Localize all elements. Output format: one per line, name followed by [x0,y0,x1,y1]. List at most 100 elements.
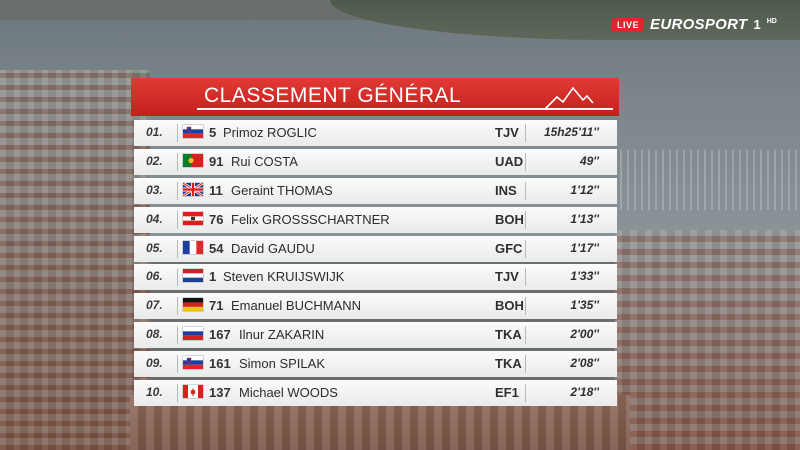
gap-time: 1'12'' [570,182,599,197]
divider [177,384,178,403]
divider [177,124,178,142]
bib-number: 54 [209,240,224,256]
rider-name: Rui COSTA [231,153,298,169]
team-code: UAD [495,153,524,169]
flag-icon-pt [183,153,203,167]
rider-name: Felix GROSSSCHARTNER [231,211,390,227]
team-code: INS [495,182,517,198]
divider [177,297,178,316]
standings-list: 01. 5 Primoz ROGLIC TJV 15h25'11'' 02. 91 Rui C… [134,120,617,409]
divider [525,355,526,374]
divider [177,268,178,287]
mountain-icon [544,86,594,110]
flag-icon-fr [183,240,203,254]
divider [177,239,178,258]
rider-name: Ilnur ZAKARIN [239,327,325,343]
bib-number: 167 [209,327,231,343]
rank: 03. [146,182,163,197]
divider [177,181,178,200]
rank: 10. [146,385,163,400]
bib-number: 5 [209,125,217,140]
divider [177,152,178,171]
city-right [615,230,800,450]
rider-name: Primoz ROGLIC [223,125,317,140]
rider-name: David GAUDU [231,240,315,256]
gap-time: 2'18'' [570,385,599,400]
standings-row: 09. 161 Simon SPILAK TKA 2'08'' [134,351,617,378]
rider-name: Emanuel BUCHMANN [231,298,362,314]
divider [525,124,526,142]
gap-time: 1'35'' [570,298,599,313]
standings-row: 10. 137 Michael WOODS EF1 2'18'' [134,380,617,407]
rank: 02. [146,153,163,168]
bib-number: 137 [209,385,231,401]
team-code: BOH [495,298,524,314]
bib-number: 71 [209,298,224,314]
standings-row: 08. 167 Ilnur ZAKARIN TKA 2'00'' [134,322,617,349]
live-badge: LIVE [612,17,645,32]
rank: 06. [146,269,163,284]
divider [177,355,178,374]
gap-time: 1'17'' [570,240,599,255]
rider-name: Simon SPILAK [239,356,325,372]
team-code: TKA [495,356,522,372]
rank: 04. [146,211,163,226]
divider [525,210,526,229]
standings-header: CLASSEMENT GÉNÉRAL [131,78,619,116]
flag-icon-ca [183,385,203,399]
standings-row: 02. 91 Rui COSTA UAD 49'' [134,148,617,175]
city-left [0,70,150,450]
flag-icon-si [183,356,203,370]
harbor-boats [620,150,800,210]
channel-number: 1 [753,17,761,32]
bib-number: 76 [209,211,224,227]
flag-icon-de [183,298,203,312]
hd-badge: HD [766,18,777,25]
team-code: EF1 [495,385,519,401]
bib-number: 91 [209,153,224,169]
standings-row: 03. 11 Geraint THOMAS INS 1'12'' [134,177,617,204]
team-code: TJV [495,269,519,285]
divider [525,297,526,316]
divider [525,152,526,171]
divider [525,384,526,403]
divider [525,239,526,258]
gap-time: 15h25'11'' [543,125,599,139]
gap-time: 1'33'' [570,269,599,284]
gap-time: 1'13'' [570,211,599,226]
gap-time: 2'00'' [570,327,599,342]
standings-panel: CLASSEMENT GÉNÉRAL 01. 5 Primoz ROGLIC TJV 1… [131,78,619,407]
flag-icon-ru [183,327,203,341]
rank: 07. [146,298,163,313]
divider [525,326,526,345]
standings-row: 07. 71 Emanuel BUCHMANN BOH 1'35'' [134,293,617,320]
divider [177,210,178,229]
team-code: TJV [495,125,519,140]
standings-row: 01. 5 Primoz ROGLIC TJV 15h25'11'' [134,120,617,146]
title-underline [197,108,613,110]
divider [525,181,526,200]
gap-time: 49'' [579,153,599,168]
rider-name: Geraint THOMAS [231,182,333,198]
flag-icon-at [183,211,203,225]
rank: 08. [146,327,163,342]
rider-name: Michael WOODS [239,385,338,401]
bib-number: 161 [209,356,231,372]
team-code: BOH [495,211,524,227]
standings-row: 06. 1 Steven KRUIJSWIJK TJV 1'33'' [134,264,617,291]
brand-name: EUROSPORT [650,16,748,33]
flag-icon-si [183,125,203,138]
rider-name: Steven KRUIJSWIJK [223,269,345,285]
standings-title: CLASSEMENT GÉNÉRAL [204,84,462,107]
gap-time: 2'08'' [570,356,599,371]
standings-row: 04. 76 Felix GROSSSCHARTNER BOH 1'13'' [134,206,617,233]
team-code: GFC [495,240,523,256]
broadcaster-logo: LIVE EUROSPORT 1 HD [612,16,777,33]
standings-row: 05. 54 David GAUDU GFC 1'17'' [134,235,617,262]
bib-number: 1 [209,269,217,285]
flag-icon-nl [183,269,203,283]
flag-icon-gb [183,182,203,196]
divider [525,268,526,287]
rank: 05. [146,240,163,255]
